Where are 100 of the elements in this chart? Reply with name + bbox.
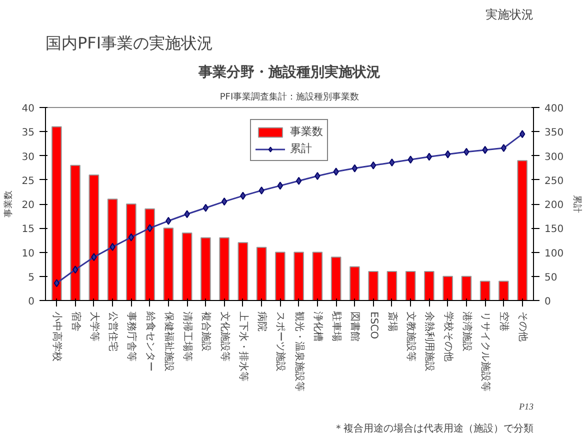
point (91, 253, 97, 262)
legend-label: 事業数 (290, 124, 323, 139)
y-tick-label: 30 (22, 152, 35, 163)
point (258, 186, 264, 194)
x-tick-label: 大学等 (88, 312, 100, 342)
bar (461, 276, 472, 300)
bar (442, 276, 453, 300)
x-tick-label: 複合施設 (200, 312, 212, 352)
point (296, 176, 302, 185)
x-tick-label: 余熱利用施設 (424, 312, 436, 372)
y2-tick-label: 300 (544, 152, 564, 163)
y-axis-title: 事業数 (2, 190, 14, 218)
point (408, 156, 414, 164)
point (389, 158, 395, 167)
text: P13 (518, 402, 534, 412)
point (166, 216, 172, 225)
point (464, 148, 470, 156)
y2-tick-label: 350 (544, 128, 564, 139)
point (240, 192, 246, 200)
y-tick-label: 35 (22, 128, 35, 139)
bar (312, 252, 323, 300)
point (221, 198, 228, 206)
bar (163, 228, 174, 300)
point (184, 210, 190, 218)
y-tick-label: 0 (28, 296, 35, 308)
point (500, 144, 507, 152)
x-tick-label: 上下水・排水等 (237, 312, 250, 382)
text: PFI事業調査集計：施設種別事業数 (220, 92, 360, 102)
bar (88, 174, 100, 300)
legend-label: 累計 (290, 141, 312, 156)
point (519, 130, 526, 138)
x-tick-label: 観光・温泉施設等 (293, 312, 306, 392)
bar (275, 252, 286, 300)
point (128, 233, 134, 242)
bar (498, 280, 509, 300)
x-tick-label: 港湾施設 (460, 312, 473, 352)
point (72, 266, 78, 274)
x-tick-label: 病院 (256, 312, 268, 332)
x-tick-label: ESCO (368, 312, 379, 340)
y-tick-label: 40 (22, 104, 35, 114)
y-tick-label: 15 (22, 224, 35, 236)
bar (480, 280, 490, 300)
y-tick-label: 25 (22, 176, 35, 187)
chart-title: 国内PFI事業の実施状況 (46, 34, 214, 52)
bar (386, 271, 398, 300)
x-tick-label: スポーツ施設 (274, 312, 287, 372)
y2-tick-label: 200 (544, 200, 564, 211)
bar (70, 164, 80, 300)
x-tick-label: 浄化槽 (312, 312, 324, 342)
bar (126, 204, 136, 300)
bar (144, 208, 155, 300)
x-tick-label: 事務庁舎等 (126, 312, 138, 362)
bar (219, 237, 230, 300)
x-tick-label: その他 (516, 312, 529, 342)
point (370, 161, 376, 170)
bar (517, 160, 528, 300)
text: 実施状況 (486, 8, 534, 22)
point (482, 146, 488, 154)
point (54, 279, 60, 288)
x-tick-label: 宿舎 (70, 312, 82, 332)
bar (52, 126, 62, 300)
point (426, 152, 432, 161)
point (333, 168, 339, 176)
point (352, 164, 358, 172)
x-tick-label: 保健福祉施設 (162, 312, 175, 372)
point (314, 172, 320, 180)
x-tick-label: 駐車場 (330, 310, 343, 342)
y2-tick-label: 400 (544, 104, 564, 114)
y2-axis-title: 累計 (572, 195, 583, 213)
x-tick-label: 文教施設等 (405, 312, 418, 362)
y2-tick-label: 50 (544, 272, 558, 284)
bar (368, 271, 378, 300)
bar (350, 266, 360, 300)
bar (107, 198, 118, 300)
point (146, 224, 153, 232)
x-tick-label: 学校その他 (442, 312, 454, 362)
point (444, 150, 451, 158)
point (277, 182, 284, 190)
x-tick-label: リサイクル施設等 (480, 312, 492, 392)
x-tick-label: 小中高学校 (51, 312, 64, 362)
point (202, 204, 209, 212)
point (110, 242, 116, 251)
x-tick-label: 給食センター (144, 310, 156, 372)
x-tick-label: 斎場 (386, 312, 398, 332)
y2-tick-label: 250 (544, 176, 564, 187)
bar (238, 242, 248, 300)
y-tick-label: 10 (22, 248, 35, 260)
text: ＊複合用途の場合は代表用途（施設）で分類 (334, 422, 534, 434)
chart-subtitle: 事業分野・施設種別実施状況 (198, 64, 380, 80)
x-tick-label: 清掃工場等 (182, 312, 194, 362)
bar (330, 256, 342, 300)
x-tick-label: 空港 (498, 312, 510, 332)
y2-tick-label: 100 (544, 248, 564, 260)
y-tick-label: 20 (22, 200, 35, 211)
bar (200, 237, 211, 300)
bar (405, 271, 416, 300)
x-tick-label: 図書館 (349, 312, 362, 342)
bar (424, 271, 434, 300)
x-tick-label: 公営住宅 (107, 312, 120, 352)
x-tick-label: 文化施設等 (218, 312, 231, 362)
